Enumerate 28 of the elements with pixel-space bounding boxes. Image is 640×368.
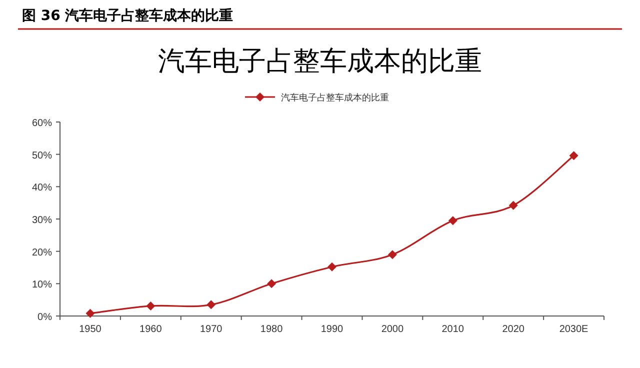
y-tick-label: 0% bbox=[38, 312, 52, 323]
point bbox=[146, 301, 156, 310]
x-tick-label: 2020 bbox=[502, 324, 525, 335]
x-tick-label: 2000 bbox=[381, 324, 404, 335]
point bbox=[206, 300, 216, 310]
point bbox=[388, 250, 397, 260]
y-tick-label: 60% bbox=[32, 118, 52, 129]
point bbox=[328, 262, 336, 272]
x-tick-label: 1970 bbox=[200, 324, 223, 335]
x-tick-label: 1960 bbox=[140, 324, 162, 335]
y-tick-label: 40% bbox=[32, 182, 52, 194]
y-tick-label: 10% bbox=[32, 280, 52, 291]
y-tick-label: 20% bbox=[32, 247, 52, 258]
x-tick-label: 2030E bbox=[559, 324, 589, 335]
point bbox=[569, 151, 578, 160]
caption: 图 36 汽车电子占整车成本的比重 bbox=[22, 7, 234, 24]
x-tick-label: 1990 bbox=[320, 324, 344, 335]
y-tick-label: 50% bbox=[32, 150, 52, 162]
legend-label: 汽车电子占整车成本的比重 bbox=[281, 92, 389, 104]
point bbox=[86, 308, 95, 318]
point bbox=[448, 216, 458, 226]
point bbox=[267, 279, 276, 288]
point bbox=[508, 200, 518, 210]
x-tick-label: 1980 bbox=[260, 324, 284, 335]
x-tick-label: 2010 bbox=[442, 324, 464, 335]
chart-title: 汽车电子占整车成本的比重 bbox=[158, 46, 482, 77]
y-tick-label: 30% bbox=[32, 215, 52, 226]
x-tick-label: 1950 bbox=[79, 324, 102, 335]
